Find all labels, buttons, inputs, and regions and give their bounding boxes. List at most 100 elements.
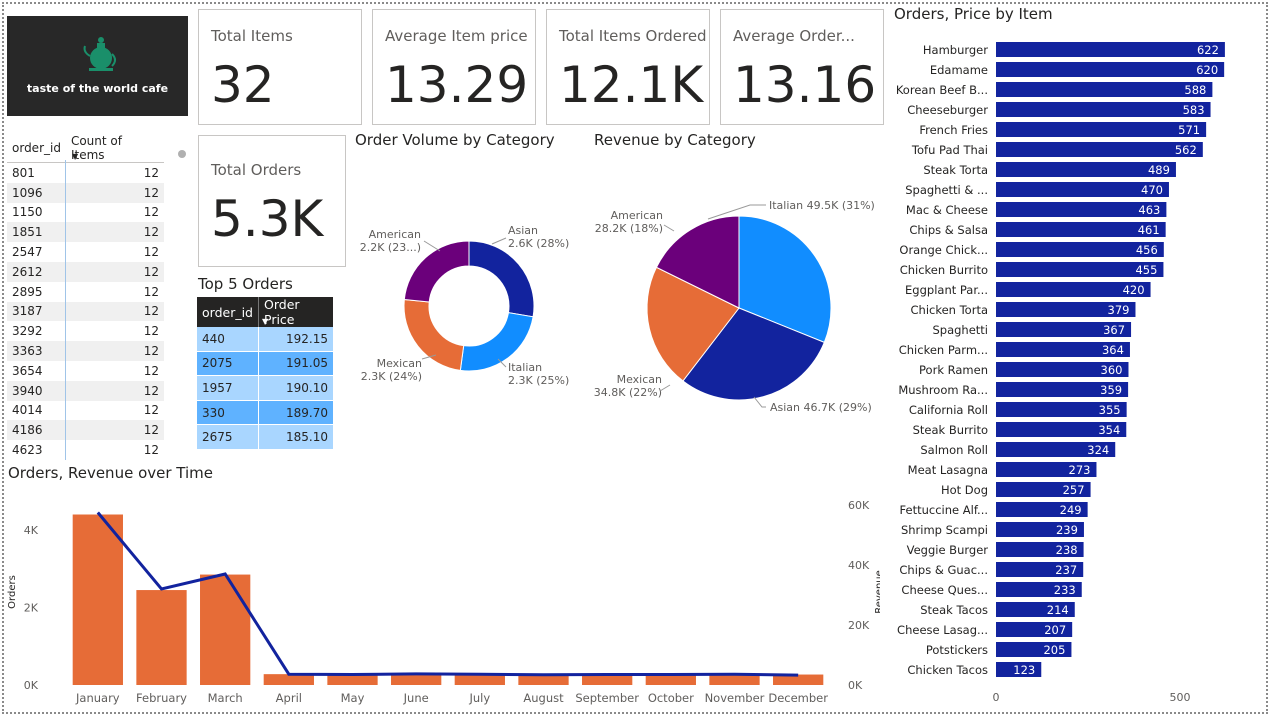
order-items-table: order_id Count of Items 801 12 1096 12 1150 1…	[7, 134, 164, 460]
category-label: Potstickers	[926, 643, 988, 657]
bar	[72, 514, 123, 685]
table-row[interactable]: 2612 12	[7, 261, 164, 282]
data-label: 360	[1101, 363, 1123, 377]
column-divider	[65, 160, 66, 460]
bar	[645, 674, 696, 685]
slice-sublabel: 28.2K (18%)	[595, 222, 663, 235]
data-label: 233	[1054, 583, 1076, 597]
bar	[996, 422, 1127, 437]
data-label: 622	[1197, 43, 1219, 57]
table-row[interactable]: 2547 12	[7, 242, 164, 262]
category-label: Chicken Burrito	[900, 263, 988, 277]
category-label: Hot Dog	[941, 483, 988, 497]
leader-line	[707, 204, 766, 220]
slice-mexican	[646, 266, 740, 382]
category-label: Cheese Lasag...	[897, 623, 988, 637]
bar	[996, 182, 1169, 197]
order-id-cell: 3654	[12, 363, 43, 378]
y-tick-label: 0K	[24, 679, 39, 692]
table-row[interactable]: 3940 12	[7, 380, 164, 401]
table-row[interactable]: 2895 12	[7, 282, 164, 302]
category-label: Pork Ramen	[919, 363, 988, 377]
bar	[996, 582, 1082, 597]
table-row[interactable]: 440 192.15	[197, 327, 333, 352]
table-row[interactable]: 2675 185.10	[197, 424, 333, 450]
kpi-value: 13.29	[385, 56, 529, 114]
count-cell: 12	[65, 341, 164, 361]
table-row[interactable]: 801 12	[7, 163, 164, 183]
data-label: 379	[1108, 303, 1130, 317]
top-orders-title: Top 5 Orders	[198, 275, 293, 293]
table-row[interactable]: 2075 191.05	[197, 351, 333, 377]
slice-sublabel: 34.8K (22%)	[594, 386, 662, 399]
table-row[interactable]: 4186 12	[7, 420, 164, 441]
kpi-total-items-ordered: Total Items Ordered 12.1K	[546, 9, 710, 125]
data-label: 355	[1099, 403, 1121, 417]
x-tick-label: October	[648, 691, 694, 705]
x-tick-label: March	[208, 691, 243, 705]
x-tick-label: April	[276, 691, 302, 705]
column-header-count-of-items[interactable]: Count of Items	[70, 134, 122, 162]
order-id-cell: 801	[12, 165, 35, 180]
bar	[996, 522, 1084, 537]
table-row[interactable]: 1957 190.10	[197, 375, 333, 401]
sort-desc-icon[interactable]: ▼	[72, 152, 79, 161]
kpi-average-order: Average Order... 13.16	[720, 9, 884, 125]
category-label: Fettuccine Alf...	[900, 503, 988, 517]
table-row[interactable]: 330 189.70	[197, 400, 333, 426]
slice-label: Asian	[508, 224, 538, 237]
leader-line	[423, 240, 441, 252]
bar	[996, 242, 1164, 257]
bar	[263, 674, 314, 685]
column-header-order-id[interactable]: order_id	[197, 297, 259, 327]
scrollbar-thumb[interactable]	[178, 150, 186, 158]
bar	[996, 162, 1176, 177]
data-label: 455	[1135, 263, 1157, 277]
column-header-order-price[interactable]: Order Price	[258, 297, 333, 327]
count-cell: 12	[143, 324, 159, 339]
table-row[interactable]: 3292 12	[7, 321, 164, 341]
bar	[327, 674, 378, 685]
data-label: 354	[1098, 423, 1120, 437]
table-row[interactable]: 3654 12	[7, 361, 164, 381]
slice-label: American	[369, 228, 421, 241]
category-label: French Fries	[919, 123, 988, 137]
order-id-cell: 3292	[12, 324, 43, 339]
x-tick-label: January	[75, 691, 120, 705]
table-row[interactable]: 1096 12	[7, 182, 164, 203]
bar	[996, 402, 1127, 417]
order-id-cell: 3363	[7, 341, 66, 361]
revenue-line	[96, 511, 799, 677]
order-id-cell: 3187	[7, 301, 66, 322]
data-label: 273	[1069, 463, 1091, 477]
kpi-value: 13.16	[733, 56, 877, 114]
y-tick-label: 4K	[24, 524, 39, 537]
x-tick-label: February	[136, 691, 187, 705]
column-header-order-id[interactable]: order_id	[12, 141, 61, 155]
count-cell: 12	[65, 222, 164, 243]
table-row[interactable]: 4014 12	[7, 401, 164, 421]
bar	[996, 362, 1129, 377]
bar	[996, 122, 1207, 137]
bar	[996, 222, 1166, 237]
table-row[interactable]: 3187 12	[7, 301, 164, 322]
leader-line	[753, 396, 766, 408]
table-row[interactable]: 1150 12	[7, 203, 164, 223]
table-row[interactable]: 4623 12	[7, 440, 164, 460]
bar	[996, 322, 1132, 337]
slice-american	[655, 215, 740, 309]
bar	[996, 342, 1130, 357]
leader-line	[421, 354, 437, 360]
leader-line	[497, 358, 507, 368]
sort-desc-icon[interactable]: ▼	[262, 317, 269, 326]
order-price-cell: 192.15	[258, 327, 333, 352]
order-id-cell: 4623	[12, 443, 43, 458]
table-row[interactable]: 1851 12	[7, 222, 164, 243]
bar	[773, 674, 824, 685]
category-label: Mac & Cheese	[906, 203, 988, 217]
table-row[interactable]: 3363 12	[7, 341, 164, 361]
orders-revenue-over-time-chart: 0K 2K 4K 0K 20K 40K 60K Orders Revenue January Feb…	[7, 499, 880, 705]
category-label: Spaghetti & ...	[905, 183, 988, 197]
bar-chart-title: Orders, Price by Item	[894, 5, 1053, 23]
